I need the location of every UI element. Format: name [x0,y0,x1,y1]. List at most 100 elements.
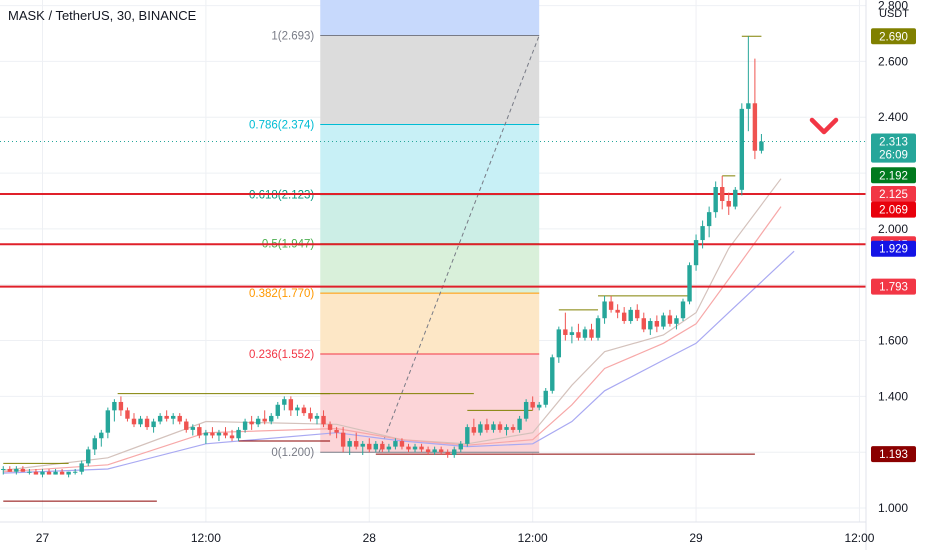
candle-body [27,471,32,473]
candle-body [190,427,196,430]
candle-body [321,415,326,425]
candle-body [269,415,274,422]
candle-body [373,443,379,450]
candle-body [72,471,78,473]
candle-body [550,357,555,391]
candle-body [523,401,529,419]
price-tag [871,133,916,150]
candle-body [327,424,333,430]
candle-body [295,407,300,411]
candle-body [726,200,731,207]
candle-body [530,401,535,408]
candle-body [367,443,372,450]
candle-body [223,432,228,436]
candle-body [20,468,26,472]
candle-body [641,318,646,330]
fib-trend-line [378,35,540,453]
ma-line-1 [3,178,782,471]
fib-level-label: 0.786(2.374) [249,119,314,131]
fib-level-label: 0.618(2.123) [249,190,314,202]
price-tag [871,201,916,218]
candle-body [517,418,522,430]
candle-body [589,329,594,338]
candle-body [242,421,248,430]
price-tags: 2.6902.31326:092.1922.1252.0691.9451.929… [871,28,916,463]
candle-body [347,441,352,447]
candle-body [53,471,58,475]
price-tick-label: 2.800 [878,0,908,13]
candle-body [582,329,588,338]
candle-body [438,449,444,453]
price-tag-label: 26:09 [879,150,908,162]
candle-body [151,421,156,428]
candle-body [33,471,39,475]
candle-body [118,401,124,411]
candle-body [360,443,365,447]
time-tick-label: 12:00 [844,531,874,545]
candle-body [393,441,398,447]
price-tag [871,146,916,163]
price-tick-label: 2.400 [878,110,908,124]
candle-body [184,421,189,430]
price-tag-label: 1.929 [879,244,908,256]
candle-body [458,443,463,450]
fib-level-label: 0.382(1.770) [249,288,314,300]
candle-body [680,301,686,319]
candle-body [229,435,235,439]
candle-body [510,427,516,430]
candle-body [484,424,490,430]
price-tick-label: 2.000 [878,222,908,236]
time-tick-label: 27 [36,531,50,545]
candle-body [131,418,137,425]
candle-body [157,415,163,422]
candle-body [752,103,758,151]
price-tag [871,28,916,45]
candle-body [197,427,202,436]
candle-body [497,424,503,430]
candle-body [419,446,424,450]
candle-body [576,332,581,338]
price-tag [871,240,916,257]
candle-body [667,315,673,324]
candle-body [608,301,614,310]
fib-level-label: 0.236(1.552) [249,349,314,361]
candle-body [537,404,542,408]
candle-body [236,429,241,439]
candle-body [66,471,71,475]
fib-zone [320,124,540,195]
fib-level-label: 1(2.693) [271,30,314,42]
candle-body [706,212,712,227]
candle-body [569,332,575,335]
candle-body [595,318,601,338]
candle-body [739,108,745,190]
candle-body [340,432,346,447]
price-tick-label: 1.400 [878,389,908,403]
candle-body [334,429,339,433]
candle-body [635,309,640,319]
time-tick-label: 28 [363,531,377,545]
fib-zone [320,194,540,244]
candle-body [412,446,418,450]
candle-body [112,401,117,411]
price-axis-unit: USDT [879,8,909,20]
candle-body [99,432,104,439]
candle-body [432,449,437,453]
candle-body [138,418,143,425]
candle-body [674,318,679,324]
candle-body [733,189,738,207]
candle-body [452,449,457,456]
price-tag-label: 2.069 [879,205,908,217]
candle-body [314,415,320,419]
fibonacci-retracement[interactable]: 1(2.693)0.786(2.374)0.618(2.123)0.5(1.94… [249,0,540,459]
candle-body [746,103,751,109]
time-tick-label: 29 [689,531,703,545]
candle-body [700,226,705,241]
candle-body [210,432,215,436]
candle-body [7,468,13,472]
candle-body [216,432,222,436]
fib-zone [320,243,540,294]
price-tag-label: 2.313 [879,137,908,149]
candle-body [654,321,660,327]
candles [1,36,764,478]
